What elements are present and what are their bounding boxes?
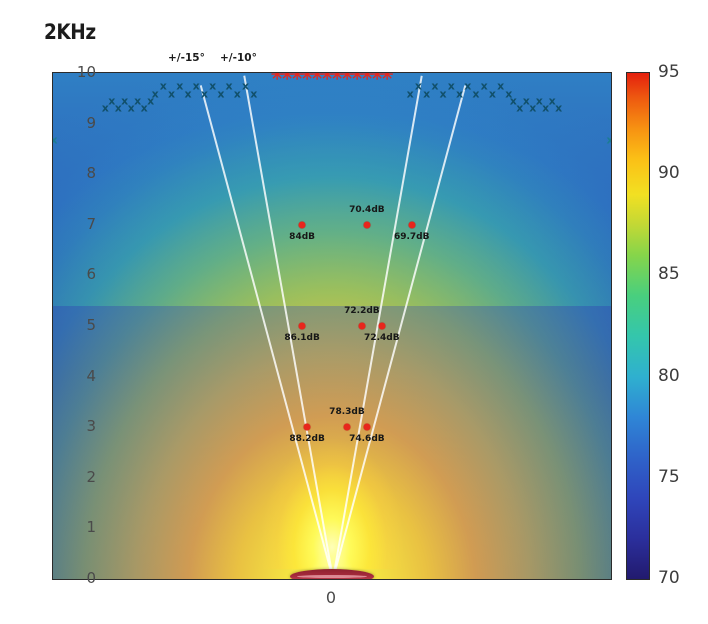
top-star-marker: ✳ bbox=[320, 72, 334, 84]
top-star-marker: ✳ bbox=[330, 72, 344, 84]
measurement-point bbox=[343, 423, 351, 431]
spl-field bbox=[53, 73, 611, 579]
y-axis-tick: 3 bbox=[86, 417, 96, 436]
x-chain-marker: x bbox=[147, 94, 155, 108]
y-axis-tick: 5 bbox=[86, 316, 96, 334]
x-axis-label: 0 bbox=[325, 588, 337, 607]
x-chain-marker: x bbox=[168, 87, 176, 101]
measurement-label: 88.2dB bbox=[289, 434, 325, 445]
y-axis-tick: 6 bbox=[86, 265, 96, 284]
x-chain-marker: x bbox=[542, 101, 550, 115]
x-chain-marker: x bbox=[414, 79, 422, 93]
x-chain-marker: x bbox=[529, 101, 537, 115]
measurement-label: 74.6dB bbox=[349, 434, 385, 445]
measurement-label: 72.4dB bbox=[364, 333, 400, 343]
x-chain-marker: x bbox=[464, 79, 472, 93]
colorbar-tick: 85 bbox=[658, 264, 680, 285]
measurement-point bbox=[303, 423, 311, 431]
colorbar-tick: 80 bbox=[658, 365, 680, 386]
x-chain-marker: x bbox=[134, 94, 142, 108]
top-star-marker: ✳ bbox=[290, 72, 304, 84]
x-edge-marker: x bbox=[606, 134, 611, 145]
measurement-point bbox=[358, 322, 366, 330]
y-axis-tick: 9 bbox=[86, 113, 96, 132]
y-axis-tick: 2 bbox=[86, 467, 96, 486]
measurement-point bbox=[298, 221, 306, 229]
x-chain-marker: x bbox=[184, 87, 192, 101]
x-edge-marker: x bbox=[53, 134, 58, 145]
angle-label-10: +/-10° bbox=[220, 52, 257, 64]
measurement-point bbox=[363, 221, 371, 229]
x-chain-marker: x bbox=[447, 79, 455, 93]
colorbar-tick: 75 bbox=[658, 466, 680, 487]
x-chain-marker: x bbox=[108, 94, 116, 108]
x-chain-marker: x bbox=[250, 87, 258, 101]
x-chain-marker: x bbox=[127, 101, 135, 115]
x-chain-marker: x bbox=[455, 87, 464, 101]
top-star-marker: ✳ bbox=[370, 72, 384, 84]
colorbar-tick: 70 bbox=[658, 568, 680, 588]
top-star-marker: ✳ bbox=[350, 72, 364, 84]
y-axis-tick: 1 bbox=[86, 518, 96, 537]
y-axis-tick: 0 bbox=[86, 569, 96, 587]
top-star-marker: ✳ bbox=[280, 72, 294, 84]
x-chain-marker: x bbox=[101, 101, 109, 115]
measurement-label: 86.1dB bbox=[284, 333, 320, 343]
angle-label-15: +/-15° bbox=[168, 52, 205, 64]
x-chain-marker: x bbox=[423, 87, 431, 101]
top-star-marker: ✳ bbox=[270, 72, 284, 84]
x-chain-marker: x bbox=[217, 87, 225, 101]
measurement-label: 72.2dB bbox=[344, 306, 380, 316]
y-axis-tick: 7 bbox=[86, 214, 96, 233]
x-chain-marker: x bbox=[497, 79, 505, 93]
measurement-point bbox=[408, 221, 416, 229]
measurement-label: 78.3dB bbox=[329, 407, 365, 418]
x-chain-marker: x bbox=[114, 101, 122, 115]
x-chain-marker: x bbox=[509, 94, 517, 108]
x-chain-marker: x bbox=[406, 87, 414, 101]
heatmap-plot-area: 84dB 70.4dB 69.7dB 86.1dB 72.2dB 72.4dB 88.2dB… bbox=[52, 72, 612, 580]
x-chain-marker: x bbox=[505, 87, 513, 101]
x-chain-marker: x bbox=[472, 87, 480, 101]
x-chain-marker: x bbox=[233, 87, 241, 101]
measurement-point bbox=[298, 322, 306, 330]
chart-title: 2KHz bbox=[44, 20, 96, 44]
x-chain-marker: x bbox=[439, 87, 447, 101]
colorbar-tick: 95 bbox=[658, 62, 680, 82]
x-chain-marker: x bbox=[225, 79, 233, 93]
x-chain-marker: x bbox=[121, 94, 129, 108]
colorbar-tick: 90 bbox=[658, 163, 680, 184]
top-star-marker: ✳ bbox=[310, 72, 324, 84]
x-chain-marker: x bbox=[176, 79, 184, 93]
measurement-label: 70.4dB bbox=[349, 204, 385, 215]
loudspeaker-array-marker bbox=[290, 569, 374, 579]
x-chain-marker: x bbox=[555, 101, 563, 115]
x-chain-marker: x bbox=[522, 94, 530, 108]
x-chain-marker: x bbox=[241, 79, 250, 93]
x-chain-marker: x bbox=[480, 79, 488, 93]
y-axis-tick: 4 bbox=[86, 366, 96, 385]
y-axis-tick: 10 bbox=[76, 63, 96, 81]
x-chain-marker: x bbox=[431, 79, 439, 93]
top-star-marker: ✳ bbox=[360, 72, 374, 84]
x-chain-marker: x bbox=[488, 87, 496, 101]
measurement-point bbox=[363, 423, 371, 431]
measurement-point bbox=[378, 322, 386, 330]
y-axis-tick: 8 bbox=[86, 164, 96, 183]
x-chain-marker: x bbox=[516, 101, 524, 115]
top-star-marker: ✳ bbox=[300, 72, 314, 84]
x-chain-marker: x bbox=[200, 87, 209, 101]
x-chain-marker: x bbox=[535, 94, 543, 108]
colorbar bbox=[626, 72, 650, 580]
measurement-label: 84dB bbox=[289, 231, 316, 242]
x-chain-marker: x bbox=[209, 79, 217, 93]
x-chain-marker: x bbox=[159, 79, 167, 93]
x-chain-marker: x bbox=[151, 87, 159, 101]
top-star-marker: ✳ bbox=[380, 72, 394, 84]
measurement-label: 69.7dB bbox=[393, 231, 430, 242]
top-star-marker: ✳ bbox=[340, 72, 354, 84]
x-chain-marker: x bbox=[548, 94, 556, 108]
x-chain-marker: x bbox=[192, 79, 200, 93]
x-chain-marker: x bbox=[140, 101, 148, 115]
